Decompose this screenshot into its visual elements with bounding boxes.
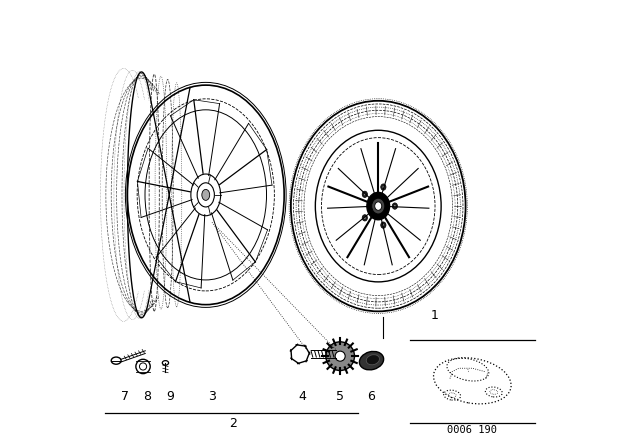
Ellipse shape xyxy=(362,215,367,221)
Text: 5: 5 xyxy=(336,390,344,403)
Circle shape xyxy=(335,351,345,361)
Ellipse shape xyxy=(367,192,390,220)
Text: 0006 190: 0006 190 xyxy=(447,425,497,435)
Text: 2: 2 xyxy=(228,417,237,430)
Ellipse shape xyxy=(360,351,383,370)
Ellipse shape xyxy=(364,193,366,196)
Circle shape xyxy=(326,342,355,370)
Ellipse shape xyxy=(382,185,385,189)
Ellipse shape xyxy=(381,222,386,228)
Text: 1: 1 xyxy=(430,309,438,323)
Ellipse shape xyxy=(202,190,210,200)
Ellipse shape xyxy=(382,224,385,227)
Ellipse shape xyxy=(366,355,380,365)
Ellipse shape xyxy=(394,204,396,208)
Ellipse shape xyxy=(197,183,214,207)
Ellipse shape xyxy=(381,184,386,190)
Text: 6: 6 xyxy=(367,390,376,403)
Ellipse shape xyxy=(392,203,397,209)
Text: 4: 4 xyxy=(298,390,306,403)
Ellipse shape xyxy=(362,191,367,198)
Text: 8: 8 xyxy=(143,390,152,403)
Ellipse shape xyxy=(372,198,385,214)
Ellipse shape xyxy=(364,216,366,220)
Text: 3: 3 xyxy=(209,390,216,403)
Text: 7: 7 xyxy=(121,390,129,403)
Ellipse shape xyxy=(375,202,381,210)
Text: 9: 9 xyxy=(166,390,174,403)
